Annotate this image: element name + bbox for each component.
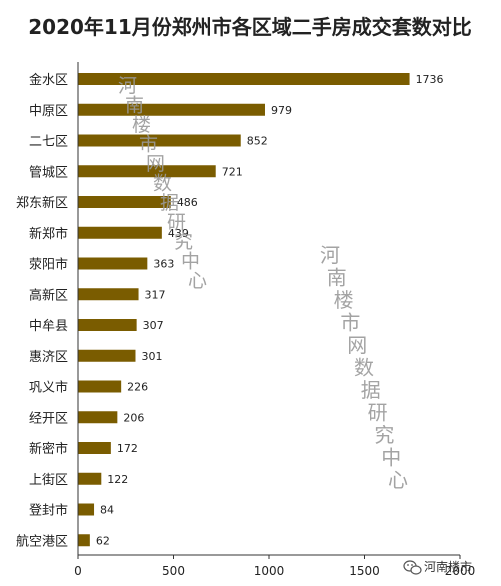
- chart-title: 2020年11月份郑州市各区域二手房成交套数对比: [28, 15, 472, 39]
- value-label: 486: [177, 196, 198, 209]
- bar: [78, 349, 136, 362]
- value-label: 62: [96, 534, 110, 547]
- bar: [78, 226, 162, 239]
- logo-text: 河南楼市: [424, 559, 472, 574]
- category-label: 中原区: [29, 104, 68, 119]
- bar: [78, 411, 118, 424]
- value-label: 307: [143, 319, 164, 332]
- bar: [78, 319, 137, 331]
- bar: [78, 534, 90, 547]
- value-label: 1736: [416, 73, 444, 86]
- category-label: 经开区: [29, 411, 68, 426]
- bar: [78, 288, 139, 301]
- category-label: 金水区: [29, 72, 68, 88]
- x-axis: 0 500 1000 1500 2000: [74, 62, 475, 578]
- watermark-text: 河南楼市网数据研究中心: [320, 243, 408, 492]
- value-label: 979: [271, 104, 292, 117]
- value-label: 206: [123, 411, 144, 424]
- bar: [78, 380, 122, 393]
- bars-layer: 金水区 1736 中原区 979 二七区 852 管城区 721 郑东新区 486 新郑市 439 荥阳…: [16, 72, 444, 549]
- category-label: 郑东新区: [16, 195, 68, 211]
- bar: [78, 165, 216, 178]
- x-tick-label: 2000: [445, 564, 476, 578]
- category-label: 惠济区: [29, 350, 68, 365]
- category-label: 荥阳市: [29, 257, 68, 273]
- value-label: 172: [117, 442, 138, 455]
- bar: [78, 442, 111, 454]
- value-label: 852: [247, 135, 268, 148]
- x-tick-label: 500: [162, 564, 185, 578]
- bar: [78, 103, 265, 116]
- x-tick-label: 0: [74, 564, 82, 578]
- category-label: 高新区: [29, 287, 68, 303]
- category-label: 登封市: [29, 503, 68, 519]
- category-label: 二七区: [29, 135, 68, 150]
- value-label: 721: [222, 165, 243, 178]
- watermark-text: 河南楼市网数据研究中心: [118, 75, 207, 292]
- value-label: 301: [141, 350, 162, 363]
- value-label: 122: [107, 473, 128, 486]
- category-label: 上街区: [29, 473, 68, 488]
- value-label: 363: [153, 258, 174, 271]
- watermark: 河南楼市网数据研究中心: [118, 75, 207, 292]
- x-tick-label: 1000: [254, 564, 285, 578]
- bar: [78, 73, 410, 85]
- value-label: 317: [145, 288, 166, 301]
- category-label: 中牟县: [29, 319, 68, 334]
- logo: 河南楼市: [403, 559, 472, 575]
- value-label: 439: [168, 227, 189, 240]
- bar: [78, 134, 241, 147]
- bar: [78, 196, 171, 208]
- category-label: 新郑市: [29, 226, 68, 242]
- watermark: 河南楼市网数据研究中心: [320, 243, 408, 492]
- bar: [78, 257, 148, 270]
- bar: [78, 503, 95, 516]
- category-label: 管城区: [29, 165, 68, 180]
- x-tick-label: 1500: [349, 564, 380, 578]
- wechat-icon: [403, 560, 422, 575]
- value-label: 226: [127, 381, 148, 394]
- category-label: 航空港区: [16, 533, 68, 549]
- category-label: 新密市: [29, 441, 68, 457]
- bar: [78, 472, 102, 485]
- value-label: 84: [100, 504, 114, 517]
- category-label: 巩义市: [29, 380, 68, 396]
